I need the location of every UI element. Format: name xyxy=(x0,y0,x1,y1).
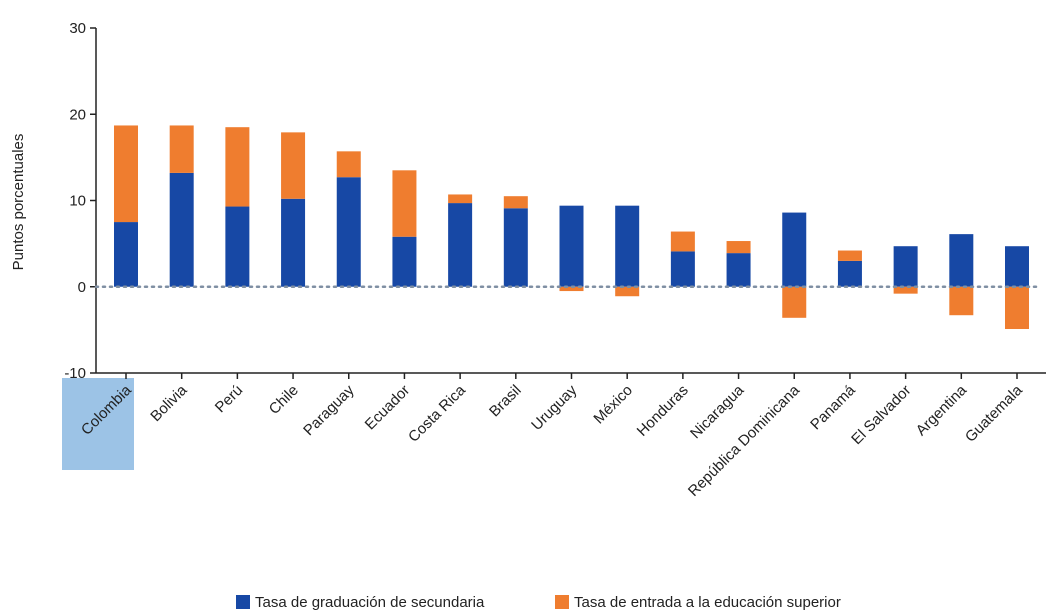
bar-1-16 xyxy=(1005,286,1029,330)
bar-0-5 xyxy=(392,236,417,287)
x-tick-label-1: Bolivia xyxy=(147,381,191,425)
bar-0-9 xyxy=(615,205,640,287)
bar-0-15 xyxy=(949,234,974,287)
bar-0-7 xyxy=(503,208,528,287)
x-tick-label-13: Panamá xyxy=(807,381,859,433)
bar-1-3 xyxy=(281,132,306,199)
x-tick-label-7: Brasil xyxy=(486,382,525,421)
x-tick-label-16: Guatemala xyxy=(962,381,1026,445)
bar-1-14 xyxy=(893,286,918,294)
y-axis-label: Puntos porcentuales xyxy=(10,134,27,271)
bar-0-12 xyxy=(782,212,807,287)
legend-swatch-series-1 xyxy=(236,595,250,609)
bar-1-7 xyxy=(503,196,528,209)
bar-1-12 xyxy=(782,286,807,318)
bar-0-8 xyxy=(559,205,584,287)
bar-1-15 xyxy=(949,286,974,316)
x-tick-label-9: México xyxy=(590,382,636,428)
y-tick-label-3: 20 xyxy=(69,106,86,123)
x-tick-label-12: República Dominicana xyxy=(685,381,804,500)
x-tick-label-3: Chile xyxy=(266,382,302,418)
bar-0-14 xyxy=(893,246,918,287)
bar-1-8 xyxy=(559,286,584,292)
bar-1-5 xyxy=(392,170,417,237)
x-tick-label-2: Perú xyxy=(212,382,246,416)
legend-label-series-1: Tasa de graduación de secundaria xyxy=(255,594,485,611)
bar-0-3 xyxy=(281,198,306,287)
bar-1-10 xyxy=(670,231,695,252)
bar-1-4 xyxy=(336,151,361,178)
legend: Tasa de graduación de secundaria Tasa de… xyxy=(236,594,841,611)
y-tick-label-1: 0 xyxy=(78,279,86,296)
bar-0-1 xyxy=(169,172,194,287)
bar-1-1 xyxy=(169,125,194,173)
x-tick-label-6: Costa Rica xyxy=(405,381,469,445)
bar-0-16 xyxy=(1005,246,1029,287)
bar-0-0 xyxy=(114,222,138,287)
legend-label-series-2: Tasa de entrada a la educación superior xyxy=(574,594,841,611)
x-tick-label-15: Argentina xyxy=(913,381,971,439)
highlight-box-0 xyxy=(62,378,134,470)
x-tick-label-4: Paraguay xyxy=(300,381,358,439)
y-tick-label-2: 10 xyxy=(69,193,86,210)
x-tick-label-14: El Salvador xyxy=(848,382,914,448)
y-tick-label-0: -10 xyxy=(64,365,86,382)
x-tick-label-5: Ecuador xyxy=(362,382,414,434)
bar-0-4 xyxy=(336,177,361,287)
bar-1-0 xyxy=(114,125,138,223)
x-tick-label-10: Honduras xyxy=(634,382,692,440)
bar-0-6 xyxy=(448,203,473,287)
bar-1-13 xyxy=(837,250,862,261)
bar-1-9 xyxy=(615,286,640,297)
legend-swatch-series-2 xyxy=(555,595,569,609)
bar-0-11 xyxy=(726,253,751,287)
bar-0-10 xyxy=(670,251,695,287)
bar-1-2 xyxy=(225,127,250,207)
bar-0-2 xyxy=(225,206,250,287)
bar-1-6 xyxy=(448,194,473,204)
bar-0-13 xyxy=(837,260,862,287)
y-tick-label-4: 30 xyxy=(69,20,86,37)
x-tick-label-8: Uruguay xyxy=(528,381,580,433)
bar-1-11 xyxy=(726,241,751,254)
